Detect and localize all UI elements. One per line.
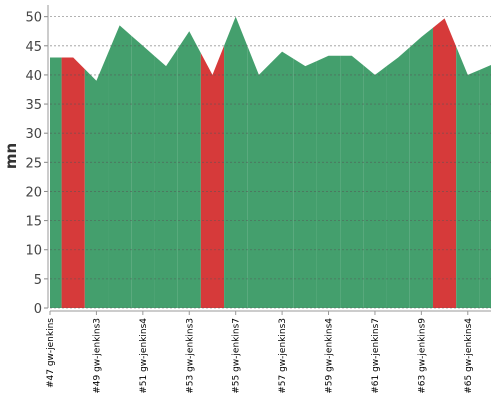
area-segment	[108, 25, 132, 309]
area-segment	[479, 65, 491, 309]
area-segment	[456, 46, 480, 308]
area-segment	[154, 48, 178, 308]
area-segment	[340, 55, 364, 308]
y-tick-label: 35	[25, 98, 42, 113]
y-tick-label: 45	[25, 40, 42, 55]
x-tick-label: #47 gw-jenkins	[46, 318, 56, 388]
y-tick-label: 5	[34, 273, 42, 288]
area-segment	[409, 27, 433, 308]
x-tick-label: #55 gw-jenkins7	[232, 318, 242, 394]
x-tick-label: #53 gw-jenkins3	[185, 318, 195, 394]
area-segment	[84, 53, 109, 309]
x-tick-label: #51 gw-jenkins4	[139, 318, 149, 394]
y-tick-label: 30	[25, 127, 42, 142]
y-tick-label: 20	[25, 185, 42, 200]
y-axis-label: mn	[2, 143, 20, 169]
area-segment	[177, 31, 201, 308]
y-tick-label: 50	[25, 11, 42, 26]
y-tick-label: 25	[25, 156, 42, 171]
area-segment	[200, 45, 225, 309]
x-tick-label: #63 gw-jenkins9	[417, 318, 427, 394]
x-tick-label: #65 gw-jenkins4	[464, 318, 474, 394]
area-segment	[432, 18, 457, 309]
area-segment	[316, 55, 341, 308]
area-segment	[247, 45, 271, 309]
area-segment	[363, 65, 387, 308]
area-segment	[293, 58, 317, 308]
y-tick-label: 0	[34, 302, 42, 317]
area-segment	[270, 51, 294, 308]
x-tick-label: #57 gw-jenkins3	[278, 318, 288, 394]
x-tick-label: #59 gw-jenkins4	[325, 318, 335, 394]
y-tick-label: 40	[25, 69, 42, 84]
x-tick-label: #49 gw-jenkins3	[92, 318, 102, 394]
y-tick-label: 15	[25, 215, 42, 230]
x-tick-label: #61 gw-jenkins7	[371, 318, 381, 394]
area-segment	[61, 57, 85, 308]
area-segment	[50, 57, 62, 308]
y-tick-label: 10	[25, 244, 42, 259]
area-segment	[386, 47, 410, 309]
area-segment	[131, 35, 155, 309]
